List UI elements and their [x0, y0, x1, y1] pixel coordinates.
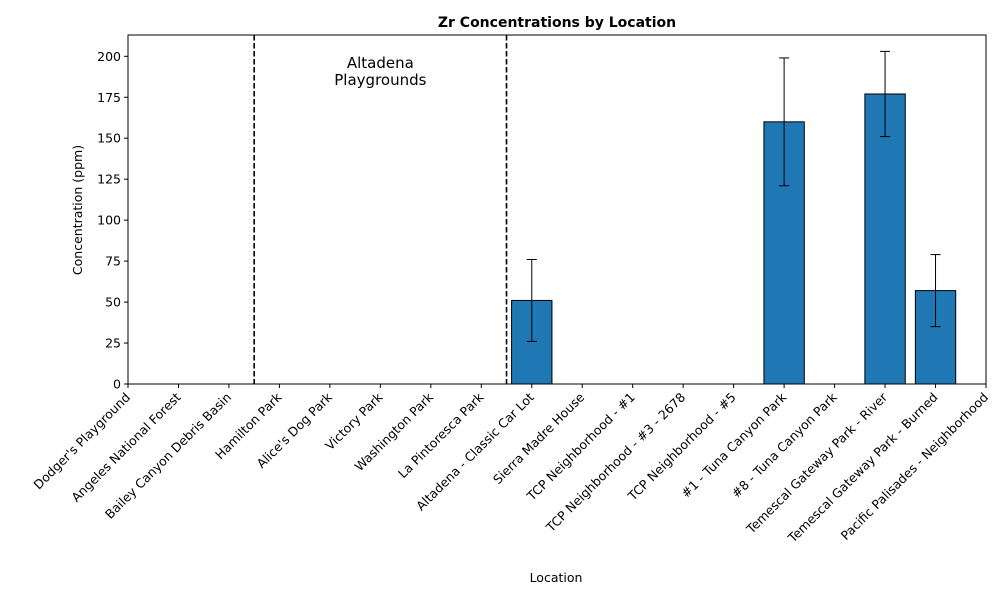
x-axis-label: Location [530, 570, 583, 585]
x-tick-label: La Pintoresca Park [395, 389, 487, 481]
chart-title: Zr Concentrations by Location [438, 15, 676, 31]
region-dividers [253, 35, 508, 384]
y-tick-label: 200 [97, 49, 121, 64]
plot-frame [127, 34, 987, 385]
x-tick-label: Sierra Madre House [490, 389, 588, 487]
y-tick-label: 50 [105, 295, 121, 310]
y-tick-label: 0 [113, 377, 121, 392]
y-axis-label: Concentration (ppm) [70, 145, 85, 275]
y-tick-label: 25 [105, 336, 121, 351]
annotation-text: Altadena [347, 54, 414, 72]
bar [864, 93, 906, 385]
bars [511, 93, 957, 385]
y-axis: 0 25 50 75 100 125 150 175 200 [97, 49, 128, 392]
y-tick-label: 175 [97, 90, 121, 105]
y-tick-label: 150 [97, 131, 121, 146]
y-tick-label: 75 [105, 254, 121, 269]
y-tick-label: 125 [97, 172, 121, 187]
y-tick-label: 100 [97, 213, 121, 228]
x-tick-label: Dodger's Playground [30, 390, 133, 493]
annotation-text: Playgrounds [334, 71, 426, 89]
error-bars [526, 50, 941, 342]
